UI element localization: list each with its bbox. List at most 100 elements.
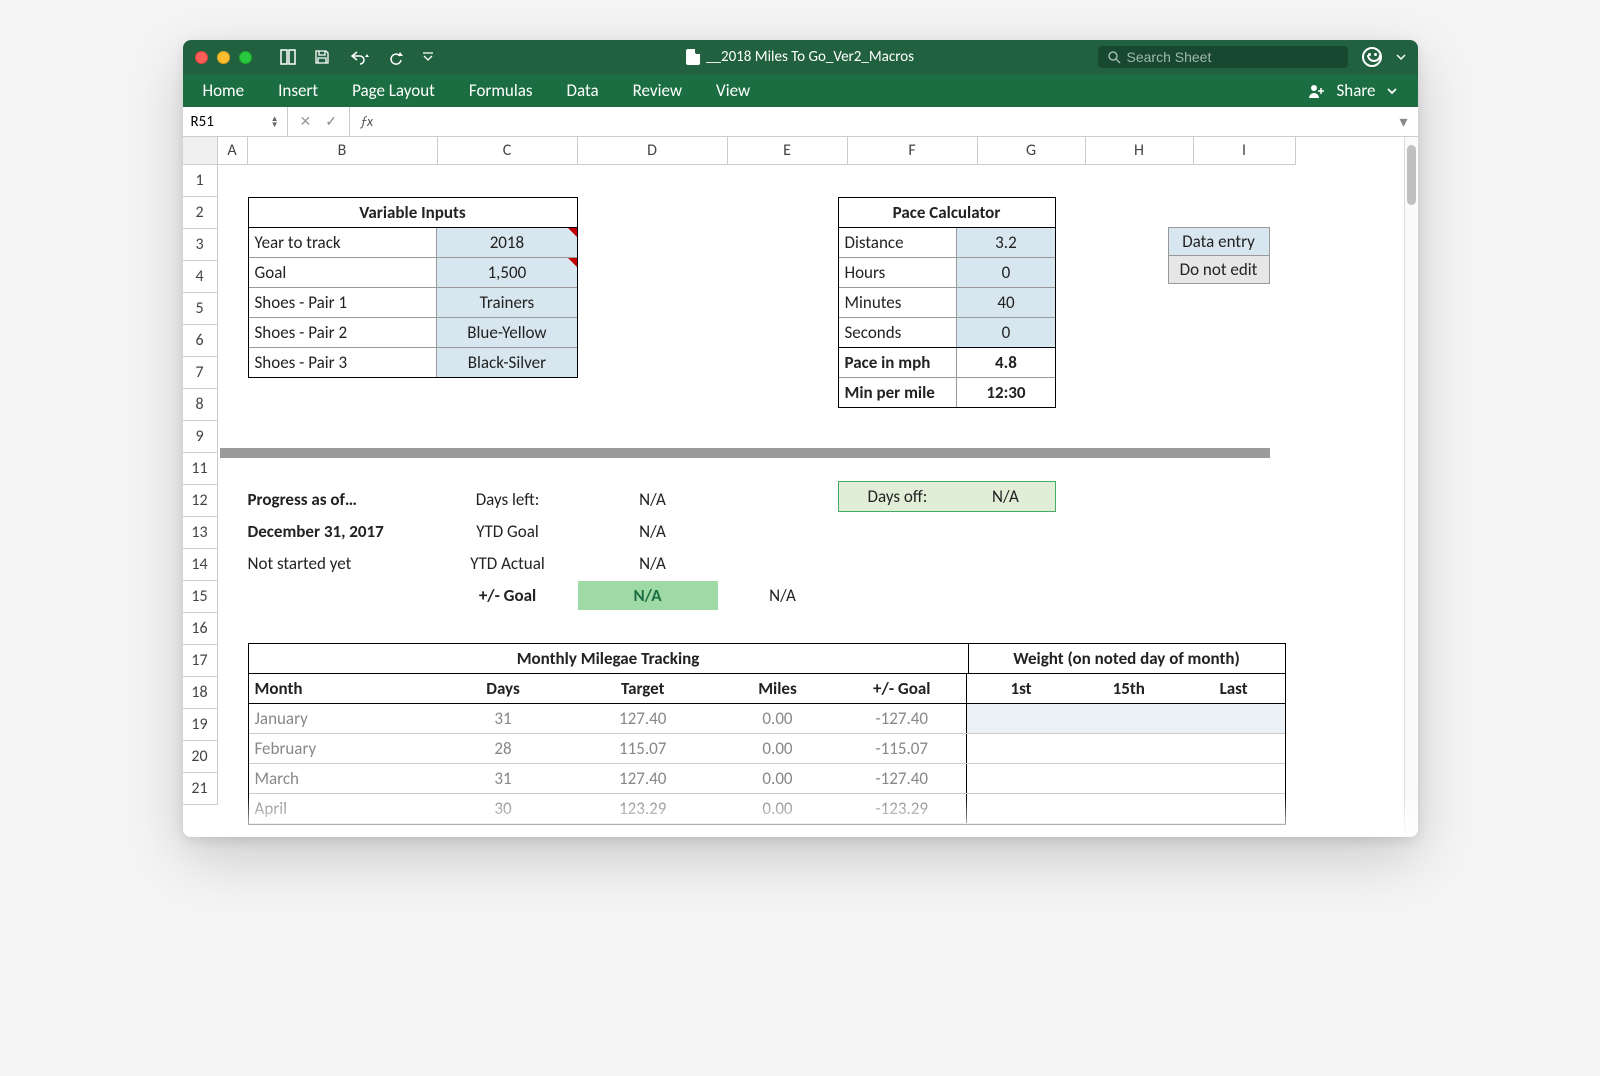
col-header-D[interactable]: D [578, 137, 728, 165]
share-button[interactable]: Share [1336, 80, 1375, 101]
row-header-18[interactable]: 18 [183, 677, 218, 709]
select-all-corner[interactable] [183, 137, 218, 165]
col-header-E[interactable]: E [728, 137, 848, 165]
save-icon[interactable] [314, 49, 330, 65]
variable-input-value[interactable]: Blue-Yellow [437, 318, 576, 347]
search-input[interactable] [1127, 49, 1338, 65]
variable-input-value[interactable]: 2018 [437, 228, 576, 257]
sheet-content[interactable]: Variable Inputs Year to track2018Goal1,5… [218, 165, 1404, 837]
row-headers: 1234567891112131415161718192021 [183, 165, 218, 837]
close-button[interactable] [195, 51, 208, 64]
col-miles: Miles [718, 674, 838, 703]
row-header-8[interactable]: 8 [183, 389, 218, 421]
variable-input-value[interactable]: Black-Silver [437, 348, 576, 377]
pace-output-value: 4.8 [957, 348, 1054, 377]
pace-input-value[interactable]: 3.2 [957, 228, 1054, 257]
pace-input-label: Distance [839, 228, 958, 257]
row-header-21[interactable]: 21 [183, 773, 218, 805]
vertical-scrollbar[interactable] [1404, 137, 1418, 837]
search-box[interactable] [1098, 46, 1348, 68]
weight-15th-cell[interactable] [1075, 704, 1183, 733]
feedback-smiley-icon[interactable] [1362, 47, 1382, 67]
comment-indicator-icon[interactable] [568, 258, 577, 267]
row-header-7[interactable]: 7 [183, 357, 218, 389]
scrollbar-thumb[interactable] [1407, 145, 1416, 205]
col-header-H[interactable]: H [1086, 137, 1194, 165]
pace-input-value[interactable]: 0 [957, 258, 1054, 287]
weight-15th-cell[interactable] [1075, 764, 1183, 793]
ytd-goal-value: N/A [578, 521, 728, 542]
col-header-A[interactable]: A [218, 137, 248, 165]
undo-icon[interactable] [348, 49, 370, 65]
weight-last-cell[interactable] [1183, 734, 1285, 763]
days-off-label: Days off: [839, 486, 957, 507]
weight-1st-cell[interactable] [967, 704, 1075, 733]
row-header-14[interactable]: 14 [183, 549, 218, 581]
tab-page-layout[interactable]: Page Layout [352, 80, 435, 101]
miles-cell: 0.00 [718, 734, 838, 763]
tab-view[interactable]: View [716, 80, 750, 101]
variable-input-value[interactable]: 1,500 [437, 258, 576, 287]
plusminus-goal-value: N/A [578, 581, 718, 610]
confirm-icon[interactable]: ✓ [325, 113, 337, 130]
col-header-I[interactable]: I [1194, 137, 1296, 165]
share-dropdown-icon[interactable] [1386, 86, 1398, 96]
pace-input-row: Distance3.2 [839, 228, 1055, 258]
feedback-dropdown-icon[interactable] [1396, 52, 1406, 62]
tab-review[interactable]: Review [633, 80, 682, 101]
row-header-17[interactable]: 17 [183, 645, 218, 677]
row-header-2[interactable]: 2 [183, 197, 218, 229]
row-header-9[interactable]: 9 [183, 421, 218, 453]
row-header-19[interactable]: 19 [183, 709, 218, 741]
weight-last-cell[interactable] [1183, 764, 1285, 793]
tab-home[interactable]: Home [203, 80, 245, 101]
variable-inputs-title: Variable Inputs [249, 198, 577, 228]
formula-bar-expand-icon[interactable]: ▾ [1389, 112, 1417, 132]
monthly-columns: Month Days Target Miles +/- Goal 1st 15t… [249, 674, 1285, 704]
col-header-C[interactable]: C [438, 137, 578, 165]
pace-output-label: Pace in mph [839, 348, 958, 377]
weight-1st-cell[interactable] [967, 764, 1075, 793]
row-header-13[interactable]: 13 [183, 517, 218, 549]
redo-icon[interactable] [388, 49, 404, 65]
days-off-box: Days off: N/A [838, 481, 1056, 512]
row-header-6[interactable]: 6 [183, 325, 218, 357]
row-header-5[interactable]: 5 [183, 293, 218, 325]
ribbon-tabs: Home Insert Page Layout Formulas Data Re… [183, 74, 1418, 107]
name-box[interactable]: R51 ▲▼ [183, 107, 288, 136]
col-header-G[interactable]: G [978, 137, 1086, 165]
cancel-icon[interactable]: ✕ [300, 113, 312, 130]
row-header-12[interactable]: 12 [183, 485, 218, 517]
weight-1st-cell[interactable] [967, 734, 1075, 763]
titlebar: __2018 Miles To Go_Ver2_Macros [183, 40, 1418, 74]
autosave-icon[interactable] [280, 49, 296, 65]
variable-input-value[interactable]: Trainers [437, 288, 576, 317]
fx-icon[interactable]: ƒx [350, 113, 383, 130]
excel-window: __2018 Miles To Go_Ver2_Macros Home Inse… [183, 40, 1418, 837]
traffic-lights [195, 51, 252, 64]
minimize-button[interactable] [217, 51, 230, 64]
row-header-3[interactable]: 3 [183, 229, 218, 261]
tab-formulas[interactable]: Formulas [469, 80, 533, 101]
formula-input[interactable] [383, 107, 1389, 136]
row-header-20[interactable]: 20 [183, 741, 218, 773]
pace-input-value[interactable]: 0 [957, 318, 1054, 347]
tab-data[interactable]: Data [567, 80, 599, 101]
col-header-B[interactable]: B [248, 137, 438, 165]
days-cell: 31 [438, 704, 568, 733]
qat-dropdown-icon[interactable] [422, 51, 434, 63]
row-header-15[interactable]: 15 [183, 581, 218, 613]
weight-last-cell[interactable] [1183, 704, 1285, 733]
pace-input-value[interactable]: 40 [957, 288, 1054, 317]
row-header-11[interactable]: 11 [183, 453, 218, 485]
col-header-F[interactable]: F [848, 137, 978, 165]
tab-insert[interactable]: Insert [278, 80, 318, 101]
zoom-button[interactable] [239, 51, 252, 64]
weight-15th-cell[interactable] [1075, 734, 1183, 763]
row-header-16[interactable]: 16 [183, 613, 218, 645]
formula-bar-buttons: ✕ ✓ [288, 107, 350, 136]
comment-indicator-icon[interactable] [568, 228, 577, 237]
row-header-1[interactable]: 1 [183, 165, 218, 197]
row-header-4[interactable]: 4 [183, 261, 218, 293]
name-box-spinner[interactable]: ▲▼ [271, 116, 279, 128]
